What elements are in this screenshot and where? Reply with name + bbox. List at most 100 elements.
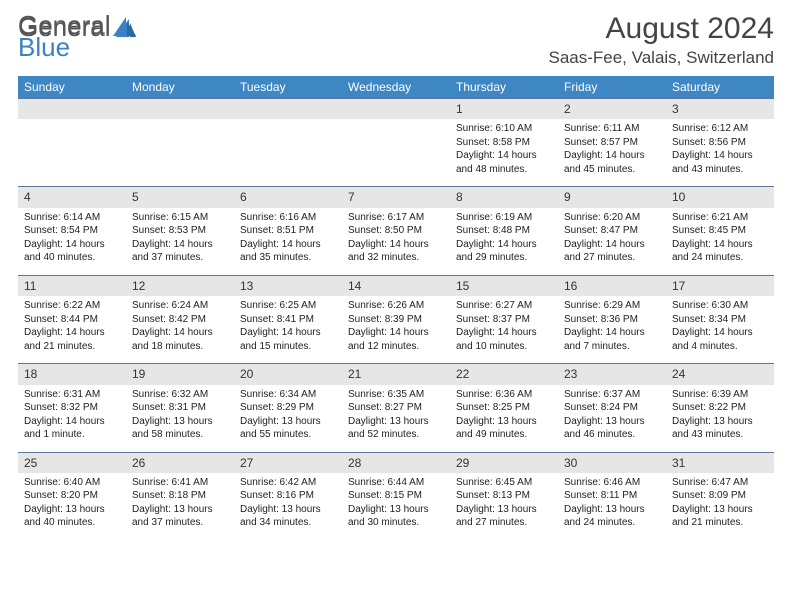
day-number: 16: [558, 275, 666, 296]
sunset-text: Sunset: 8:48 PM: [456, 224, 552, 238]
sunrise-text: Sunrise: 6:10 AM: [456, 122, 552, 136]
sunrise-text: Sunrise: 6:41 AM: [132, 476, 228, 490]
week-content-row: Sunrise: 6:10 AMSunset: 8:58 PMDaylight:…: [18, 119, 774, 187]
daylight-text-2: and 43 minutes.: [672, 428, 768, 442]
day-number: 31: [666, 452, 774, 473]
sunset-text: Sunset: 8:58 PM: [456, 136, 552, 150]
day-details: Sunrise: 6:15 AMSunset: 8:53 PMDaylight:…: [126, 208, 234, 276]
sunrise-text: Sunrise: 6:12 AM: [672, 122, 768, 136]
dow-saturday: Saturday: [666, 76, 774, 99]
day-details: Sunrise: 6:20 AMSunset: 8:47 PMDaylight:…: [558, 208, 666, 276]
day-number: 12: [126, 275, 234, 296]
daylight-text-1: Daylight: 13 hours: [348, 415, 444, 429]
day-number: 6: [234, 187, 342, 208]
daylight-text-2: and 10 minutes.: [456, 340, 552, 354]
day-number: 19: [126, 364, 234, 385]
daylight-text-2: and 27 minutes.: [456, 516, 552, 530]
sunset-text: Sunset: 8:39 PM: [348, 313, 444, 327]
sunrise-text: Sunrise: 6:19 AM: [456, 211, 552, 225]
daylight-text-1: Daylight: 13 hours: [564, 503, 660, 517]
day-number: 13: [234, 275, 342, 296]
day-details: Sunrise: 6:37 AMSunset: 8:24 PMDaylight:…: [558, 385, 666, 453]
day-number: 3: [666, 99, 774, 120]
daylight-text-2: and 55 minutes.: [240, 428, 336, 442]
daylight-text-1: Daylight: 13 hours: [672, 415, 768, 429]
day-details: Sunrise: 6:10 AMSunset: 8:58 PMDaylight:…: [450, 119, 558, 187]
week-num-row: 123: [18, 99, 774, 120]
daylight-text-2: and 58 minutes.: [132, 428, 228, 442]
sunset-text: Sunset: 8:25 PM: [456, 401, 552, 415]
day-number: 1: [450, 99, 558, 120]
sunrise-text: Sunrise: 6:31 AM: [24, 388, 120, 402]
day-details: Sunrise: 6:47 AMSunset: 8:09 PMDaylight:…: [666, 473, 774, 540]
daylight-text-1: Daylight: 13 hours: [456, 415, 552, 429]
day-details: Sunrise: 6:35 AMSunset: 8:27 PMDaylight:…: [342, 385, 450, 453]
sunrise-text: Sunrise: 6:45 AM: [456, 476, 552, 490]
day-details: Sunrise: 6:40 AMSunset: 8:20 PMDaylight:…: [18, 473, 126, 540]
day-number: 11: [18, 275, 126, 296]
day-details: Sunrise: 6:19 AMSunset: 8:48 PMDaylight:…: [450, 208, 558, 276]
daylight-text-1: Daylight: 13 hours: [672, 503, 768, 517]
week-num-row: 45678910: [18, 187, 774, 208]
sunset-text: Sunset: 8:24 PM: [564, 401, 660, 415]
daylight-text-2: and 7 minutes.: [564, 340, 660, 354]
daylight-text-1: Daylight: 14 hours: [564, 326, 660, 340]
sunrise-text: Sunrise: 6:20 AM: [564, 211, 660, 225]
sunset-text: Sunset: 8:45 PM: [672, 224, 768, 238]
sunset-text: Sunset: 8:29 PM: [240, 401, 336, 415]
daylight-text-1: Daylight: 13 hours: [132, 503, 228, 517]
logo-sail-icon-2: [112, 16, 138, 38]
daylight-text-1: Daylight: 14 hours: [456, 238, 552, 252]
day-number: 20: [234, 364, 342, 385]
title-block: August 2024 Saas-Fee, Valais, Switzerlan…: [548, 12, 774, 68]
sunrise-text: Sunrise: 6:22 AM: [24, 299, 120, 313]
daylight-text-1: Daylight: 13 hours: [240, 415, 336, 429]
day-details: Sunrise: 6:41 AMSunset: 8:18 PMDaylight:…: [126, 473, 234, 540]
dow-tuesday: Tuesday: [234, 76, 342, 99]
daylight-text-2: and 24 minutes.: [564, 516, 660, 530]
daylight-text-1: Daylight: 13 hours: [348, 503, 444, 517]
daylight-text-2: and 4 minutes.: [672, 340, 768, 354]
day-details: Sunrise: 6:21 AMSunset: 8:45 PMDaylight:…: [666, 208, 774, 276]
sunrise-text: Sunrise: 6:24 AM: [132, 299, 228, 313]
day-details: Sunrise: 6:32 AMSunset: 8:31 PMDaylight:…: [126, 385, 234, 453]
daylight-text-1: Daylight: 14 hours: [240, 326, 336, 340]
day-details: Sunrise: 6:26 AMSunset: 8:39 PMDaylight:…: [342, 296, 450, 364]
dow-thursday: Thursday: [450, 76, 558, 99]
day-details: Sunrise: 6:31 AMSunset: 8:32 PMDaylight:…: [18, 385, 126, 453]
day-details: Sunrise: 6:45 AMSunset: 8:13 PMDaylight:…: [450, 473, 558, 540]
week-content-row: Sunrise: 6:40 AMSunset: 8:20 PMDaylight:…: [18, 473, 774, 540]
daylight-text-1: Daylight: 14 hours: [672, 149, 768, 163]
day-number: 2: [558, 99, 666, 120]
sunset-text: Sunset: 8:13 PM: [456, 489, 552, 503]
sunset-text: Sunset: 8:36 PM: [564, 313, 660, 327]
month-title: August 2024: [548, 12, 774, 46]
sunrise-text: Sunrise: 6:17 AM: [348, 211, 444, 225]
daylight-text-2: and 43 minutes.: [672, 163, 768, 177]
day-details: Sunrise: 6:42 AMSunset: 8:16 PMDaylight:…: [234, 473, 342, 540]
day-details: Sunrise: 6:29 AMSunset: 8:36 PMDaylight:…: [558, 296, 666, 364]
sunset-text: Sunset: 8:41 PM: [240, 313, 336, 327]
dow-friday: Friday: [558, 76, 666, 99]
sunset-text: Sunset: 8:57 PM: [564, 136, 660, 150]
empty-day-content: [18, 119, 126, 187]
week-content-row: Sunrise: 6:14 AMSunset: 8:54 PMDaylight:…: [18, 208, 774, 276]
sunset-text: Sunset: 8:56 PM: [672, 136, 768, 150]
day-number: 24: [666, 364, 774, 385]
day-number: 9: [558, 187, 666, 208]
sunrise-text: Sunrise: 6:15 AM: [132, 211, 228, 225]
week-content-row: Sunrise: 6:31 AMSunset: 8:32 PMDaylight:…: [18, 385, 774, 453]
day-details: Sunrise: 6:24 AMSunset: 8:42 PMDaylight:…: [126, 296, 234, 364]
day-of-week-row: Sunday Monday Tuesday Wednesday Thursday…: [18, 76, 774, 99]
sunrise-text: Sunrise: 6:47 AM: [672, 476, 768, 490]
calendar-table: Sunday Monday Tuesday Wednesday Thursday…: [18, 76, 774, 540]
dow-wednesday: Wednesday: [342, 76, 450, 99]
sunset-text: Sunset: 8:15 PM: [348, 489, 444, 503]
sunset-text: Sunset: 8:51 PM: [240, 224, 336, 238]
week-num-row: 25262728293031: [18, 452, 774, 473]
daylight-text-2: and 40 minutes.: [24, 251, 120, 265]
daylight-text-2: and 1 minute.: [24, 428, 120, 442]
daylight-text-1: Daylight: 14 hours: [456, 149, 552, 163]
week-num-row: 11121314151617: [18, 275, 774, 296]
day-details: Sunrise: 6:27 AMSunset: 8:37 PMDaylight:…: [450, 296, 558, 364]
